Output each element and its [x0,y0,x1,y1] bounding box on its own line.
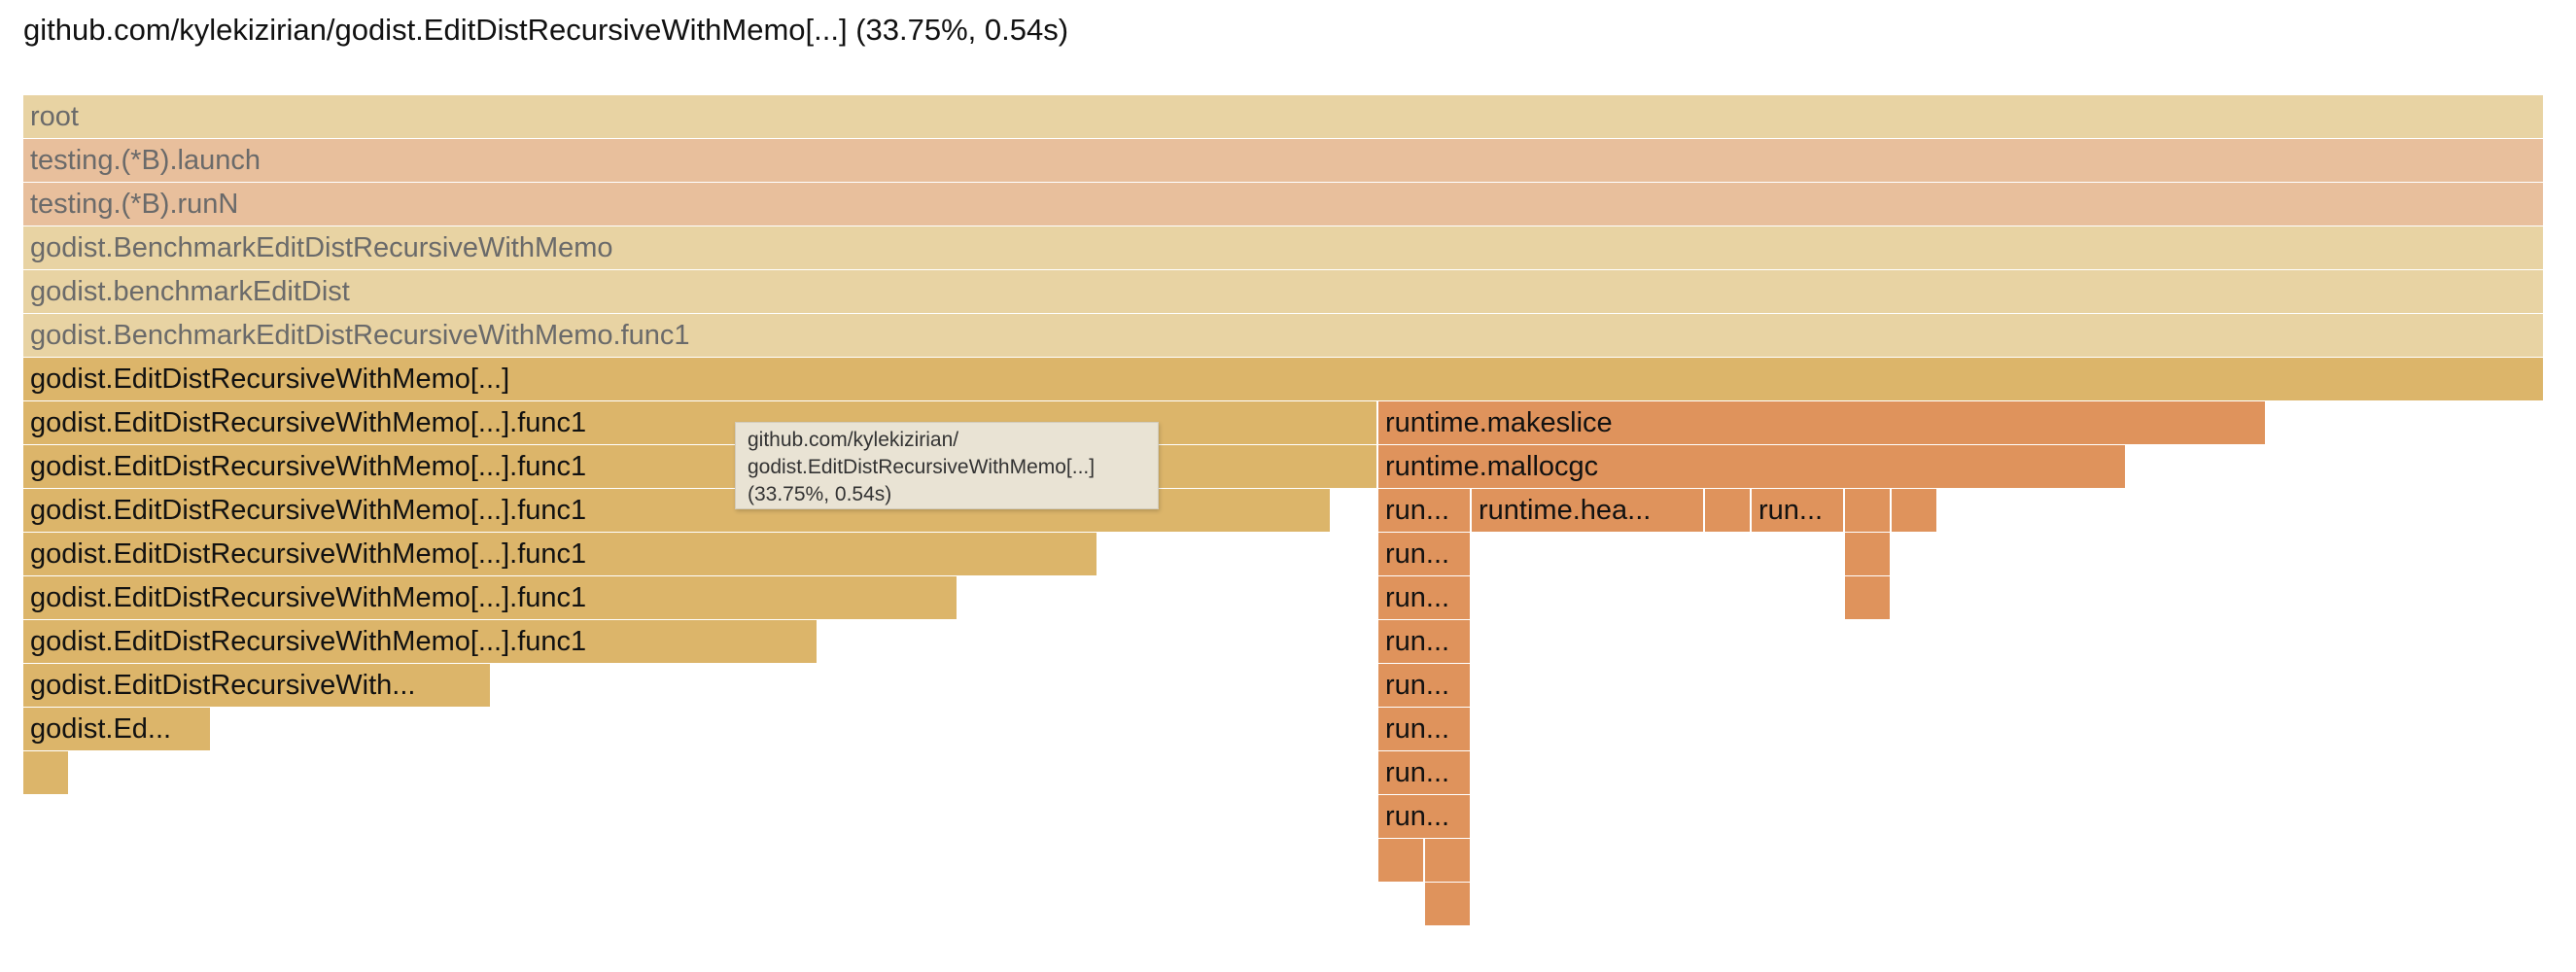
frame-memo-truncated-short[interactable]: godist.Ed... [23,708,212,750]
frame-runtime-truncated[interactable]: run... [1378,664,1472,707]
frame-runtime-truncated[interactable]: run... [1378,620,1472,663]
frame-benchmark[interactable]: godist.BenchmarkEditDistRecursiveWithMem… [23,226,2545,269]
frame-runtime-small[interactable] [1845,533,1892,575]
tooltip-line-package: github.com/kylekizirian/ [748,429,959,451]
frame-runtime-truncated[interactable]: run... [1378,795,1472,838]
frame-edit-dist-memo[interactable]: godist.EditDistRecursiveWithMemo[...] [23,358,2545,400]
tooltip-line-function: godist.EditDistRecursiveWithMemo[...] [748,456,1096,478]
frame-memo-func1[interactable]: godist.EditDistRecursiveWithMemo[...].fu… [23,576,958,619]
frame-runtime-truncated[interactable]: run... [1378,708,1472,750]
frame-memo-func1[interactable]: godist.EditDistRecursiveWithMemo[...].fu… [23,401,1378,444]
frame-memo-func1[interactable]: godist.EditDistRecursiveWithMemo[...].fu… [23,445,1378,488]
frame-runtime-small[interactable] [1705,489,1752,532]
frame-runtime-mallocgc[interactable]: runtime.mallocgc [1378,445,2127,488]
frame-root[interactable]: root [23,95,2545,138]
frame-memo-small[interactable] [23,751,70,794]
frame-benchmark-edit-dist[interactable]: godist.benchmarkEditDist [23,270,2545,313]
frame-runtime-truncated[interactable]: run... [1378,489,1472,532]
frame-runtime-small[interactable] [1378,839,1425,882]
frame-runtime-truncated[interactable]: run... [1378,751,1472,794]
frame-tooltip: github.com/kylekizirian/ godist.EditDist… [735,422,1159,509]
tooltip-line-stats: (33.75%, 0.54s) [748,483,892,505]
frame-runtime-truncated[interactable]: run... [1378,576,1472,619]
page-title: github.com/kylekizirian/godist.EditDistR… [23,13,1069,47]
frame-memo-truncated[interactable]: godist.EditDistRecursiveWith... [23,664,492,707]
frame-memo-func1[interactable]: godist.EditDistRecursiveWithMemo[...].fu… [23,533,1098,575]
frame-runtime-truncated[interactable]: run... [1378,533,1472,575]
frame-runtime-small[interactable] [1892,489,1938,532]
frame-runtime-small[interactable] [1425,883,1472,925]
frame-testing-runN[interactable]: testing.(*B).runN [23,183,2545,226]
frame-runtime-small[interactable] [1845,576,1892,619]
frame-benchmark-func1[interactable]: godist.BenchmarkEditDistRecursiveWithMem… [23,314,2545,357]
frame-testing-launch[interactable]: testing.(*B).launch [23,139,2545,182]
frame-runtime-makeslice[interactable]: runtime.makeslice [1378,401,2267,444]
frame-runtime-truncated[interactable]: run... [1752,489,1845,532]
frame-runtime-small[interactable] [1845,489,1892,532]
frame-runtime-small[interactable] [1425,839,1472,882]
frame-memo-func1[interactable]: godist.EditDistRecursiveWithMemo[...].fu… [23,620,818,663]
frame-runtime-heap[interactable]: runtime.hea... [1472,489,1705,532]
